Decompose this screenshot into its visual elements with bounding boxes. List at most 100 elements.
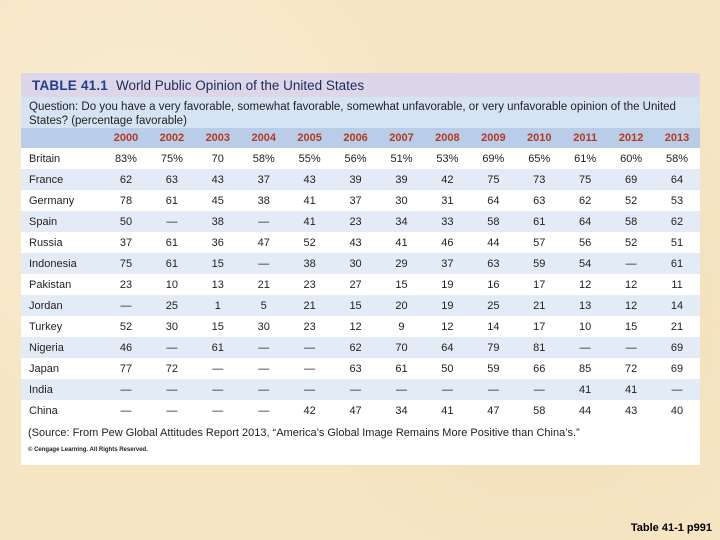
value-cell: — bbox=[240, 358, 287, 379]
column-header: 2004 bbox=[240, 128, 287, 148]
value-cell: — bbox=[194, 379, 241, 400]
value-cell: 21 bbox=[240, 274, 287, 295]
value-cell: — bbox=[470, 379, 517, 400]
value-cell: 33 bbox=[424, 211, 471, 232]
value-cell: 61 bbox=[194, 337, 241, 358]
value-cell: 38 bbox=[194, 211, 241, 232]
column-header: 2007 bbox=[378, 128, 425, 148]
value-cell: 64 bbox=[470, 190, 517, 211]
value-cell: 62 bbox=[562, 190, 609, 211]
value-cell: 25 bbox=[470, 295, 517, 316]
value-cell: 44 bbox=[562, 400, 609, 421]
table-header-row: 2000 2002 2003 2004 2005 2006 2007 2008 2009 2010… bbox=[21, 128, 700, 148]
source-note: (Source: From Pew Global Attitudes Repor… bbox=[28, 427, 580, 439]
table-row: Nigeria 46—61— —62 70 64 79 81— —69 bbox=[21, 337, 700, 358]
value-cell: 15 bbox=[608, 316, 655, 337]
value-cell: 52 bbox=[286, 232, 333, 253]
value-cell: 43 bbox=[608, 400, 655, 421]
value-cell: 10 bbox=[148, 274, 195, 295]
value-cell: 37 bbox=[240, 169, 287, 190]
value-cell: 61 bbox=[148, 190, 195, 211]
value-cell: 12 bbox=[608, 274, 655, 295]
country-cell: Pakistan bbox=[21, 274, 103, 295]
country-cell: Britain bbox=[21, 148, 103, 169]
column-header: 2013 bbox=[654, 128, 700, 148]
column-header: 2010 bbox=[516, 128, 563, 148]
value-cell: 41 bbox=[378, 232, 425, 253]
column-header: 2000 bbox=[103, 128, 149, 148]
value-cell: 63 bbox=[332, 358, 379, 379]
value-cell: — bbox=[608, 253, 655, 274]
value-cell: 12 bbox=[562, 274, 609, 295]
value-cell: 61% bbox=[562, 148, 609, 169]
value-cell: 15 bbox=[378, 274, 425, 295]
country-cell: France bbox=[21, 169, 103, 190]
value-cell: 1 bbox=[194, 295, 241, 316]
column-header: 2011 bbox=[562, 128, 609, 148]
value-cell: — bbox=[240, 379, 287, 400]
value-cell: 21 bbox=[654, 316, 700, 337]
value-cell: 38 bbox=[240, 190, 287, 211]
column-header: 2012 bbox=[608, 128, 655, 148]
value-cell: 56 bbox=[562, 232, 609, 253]
value-cell: 77 bbox=[103, 358, 149, 379]
value-cell: 14 bbox=[470, 316, 517, 337]
value-cell: — bbox=[286, 337, 333, 358]
value-cell: 75 bbox=[103, 253, 149, 274]
value-cell: 75 bbox=[470, 169, 517, 190]
value-cell: 21 bbox=[516, 295, 563, 316]
value-cell: 52 bbox=[608, 232, 655, 253]
value-cell: 23 bbox=[103, 274, 149, 295]
value-cell: 20 bbox=[378, 295, 425, 316]
value-cell: 47 bbox=[470, 400, 517, 421]
value-cell: 61 bbox=[516, 211, 563, 232]
value-cell: 52 bbox=[608, 190, 655, 211]
value-cell: 37 bbox=[103, 232, 149, 253]
value-cell: 38 bbox=[286, 253, 333, 274]
value-cell: — bbox=[286, 379, 333, 400]
value-cell: 63 bbox=[470, 253, 517, 274]
table-title: World Public Opinion of the United State… bbox=[116, 77, 365, 93]
value-cell: — bbox=[562, 337, 609, 358]
table-row: India — — — — — — — — — —41 41— bbox=[21, 379, 700, 400]
value-cell: 37 bbox=[332, 190, 379, 211]
value-cell: — bbox=[240, 211, 287, 232]
opinion-table: 2000 2002 2003 2004 2005 2006 2007 2008 2009 2010… bbox=[21, 128, 700, 421]
value-cell: 64 bbox=[562, 211, 609, 232]
value-cell: 21 bbox=[286, 295, 333, 316]
value-cell: 19 bbox=[424, 274, 471, 295]
table-row: Russia 37 61 36 47 52 43 41 46 44 57 56 52 51 bbox=[21, 232, 700, 253]
value-cell: 69% bbox=[470, 148, 517, 169]
value-cell: 63 bbox=[148, 169, 195, 190]
value-cell: 75% bbox=[148, 148, 195, 169]
column-header: 2003 bbox=[194, 128, 241, 148]
value-cell: 41 bbox=[424, 400, 471, 421]
value-cell: — bbox=[148, 400, 195, 421]
column-header: 2005 bbox=[286, 128, 333, 148]
value-cell: — bbox=[286, 358, 333, 379]
country-cell: Indonesia bbox=[21, 253, 103, 274]
value-cell: 39 bbox=[378, 169, 425, 190]
value-cell: 47 bbox=[332, 400, 379, 421]
value-cell: 9 bbox=[378, 316, 425, 337]
value-cell: 73 bbox=[516, 169, 563, 190]
value-cell: 58 bbox=[470, 211, 517, 232]
value-cell: — bbox=[608, 337, 655, 358]
value-cell: 64 bbox=[424, 337, 471, 358]
value-cell: 15 bbox=[332, 295, 379, 316]
country-cell: China bbox=[21, 400, 103, 421]
table-row: Germany 78 61 45 38 41 37 30 31 64 63 62 52 53 bbox=[21, 190, 700, 211]
value-cell: 58 bbox=[516, 400, 563, 421]
table-row: Spain 50—38—41 23 34 33 58 61 64 58 62 bbox=[21, 211, 700, 232]
value-cell: 25 bbox=[148, 295, 195, 316]
value-cell: — bbox=[332, 379, 379, 400]
value-cell: 56% bbox=[332, 148, 379, 169]
value-cell: 12 bbox=[608, 295, 655, 316]
value-cell: 51% bbox=[378, 148, 425, 169]
value-cell: — bbox=[103, 295, 149, 316]
value-cell: 61 bbox=[654, 253, 700, 274]
value-cell: 23 bbox=[286, 274, 333, 295]
value-cell: 61 bbox=[148, 232, 195, 253]
value-cell: 44 bbox=[470, 232, 517, 253]
value-cell: — bbox=[103, 379, 149, 400]
